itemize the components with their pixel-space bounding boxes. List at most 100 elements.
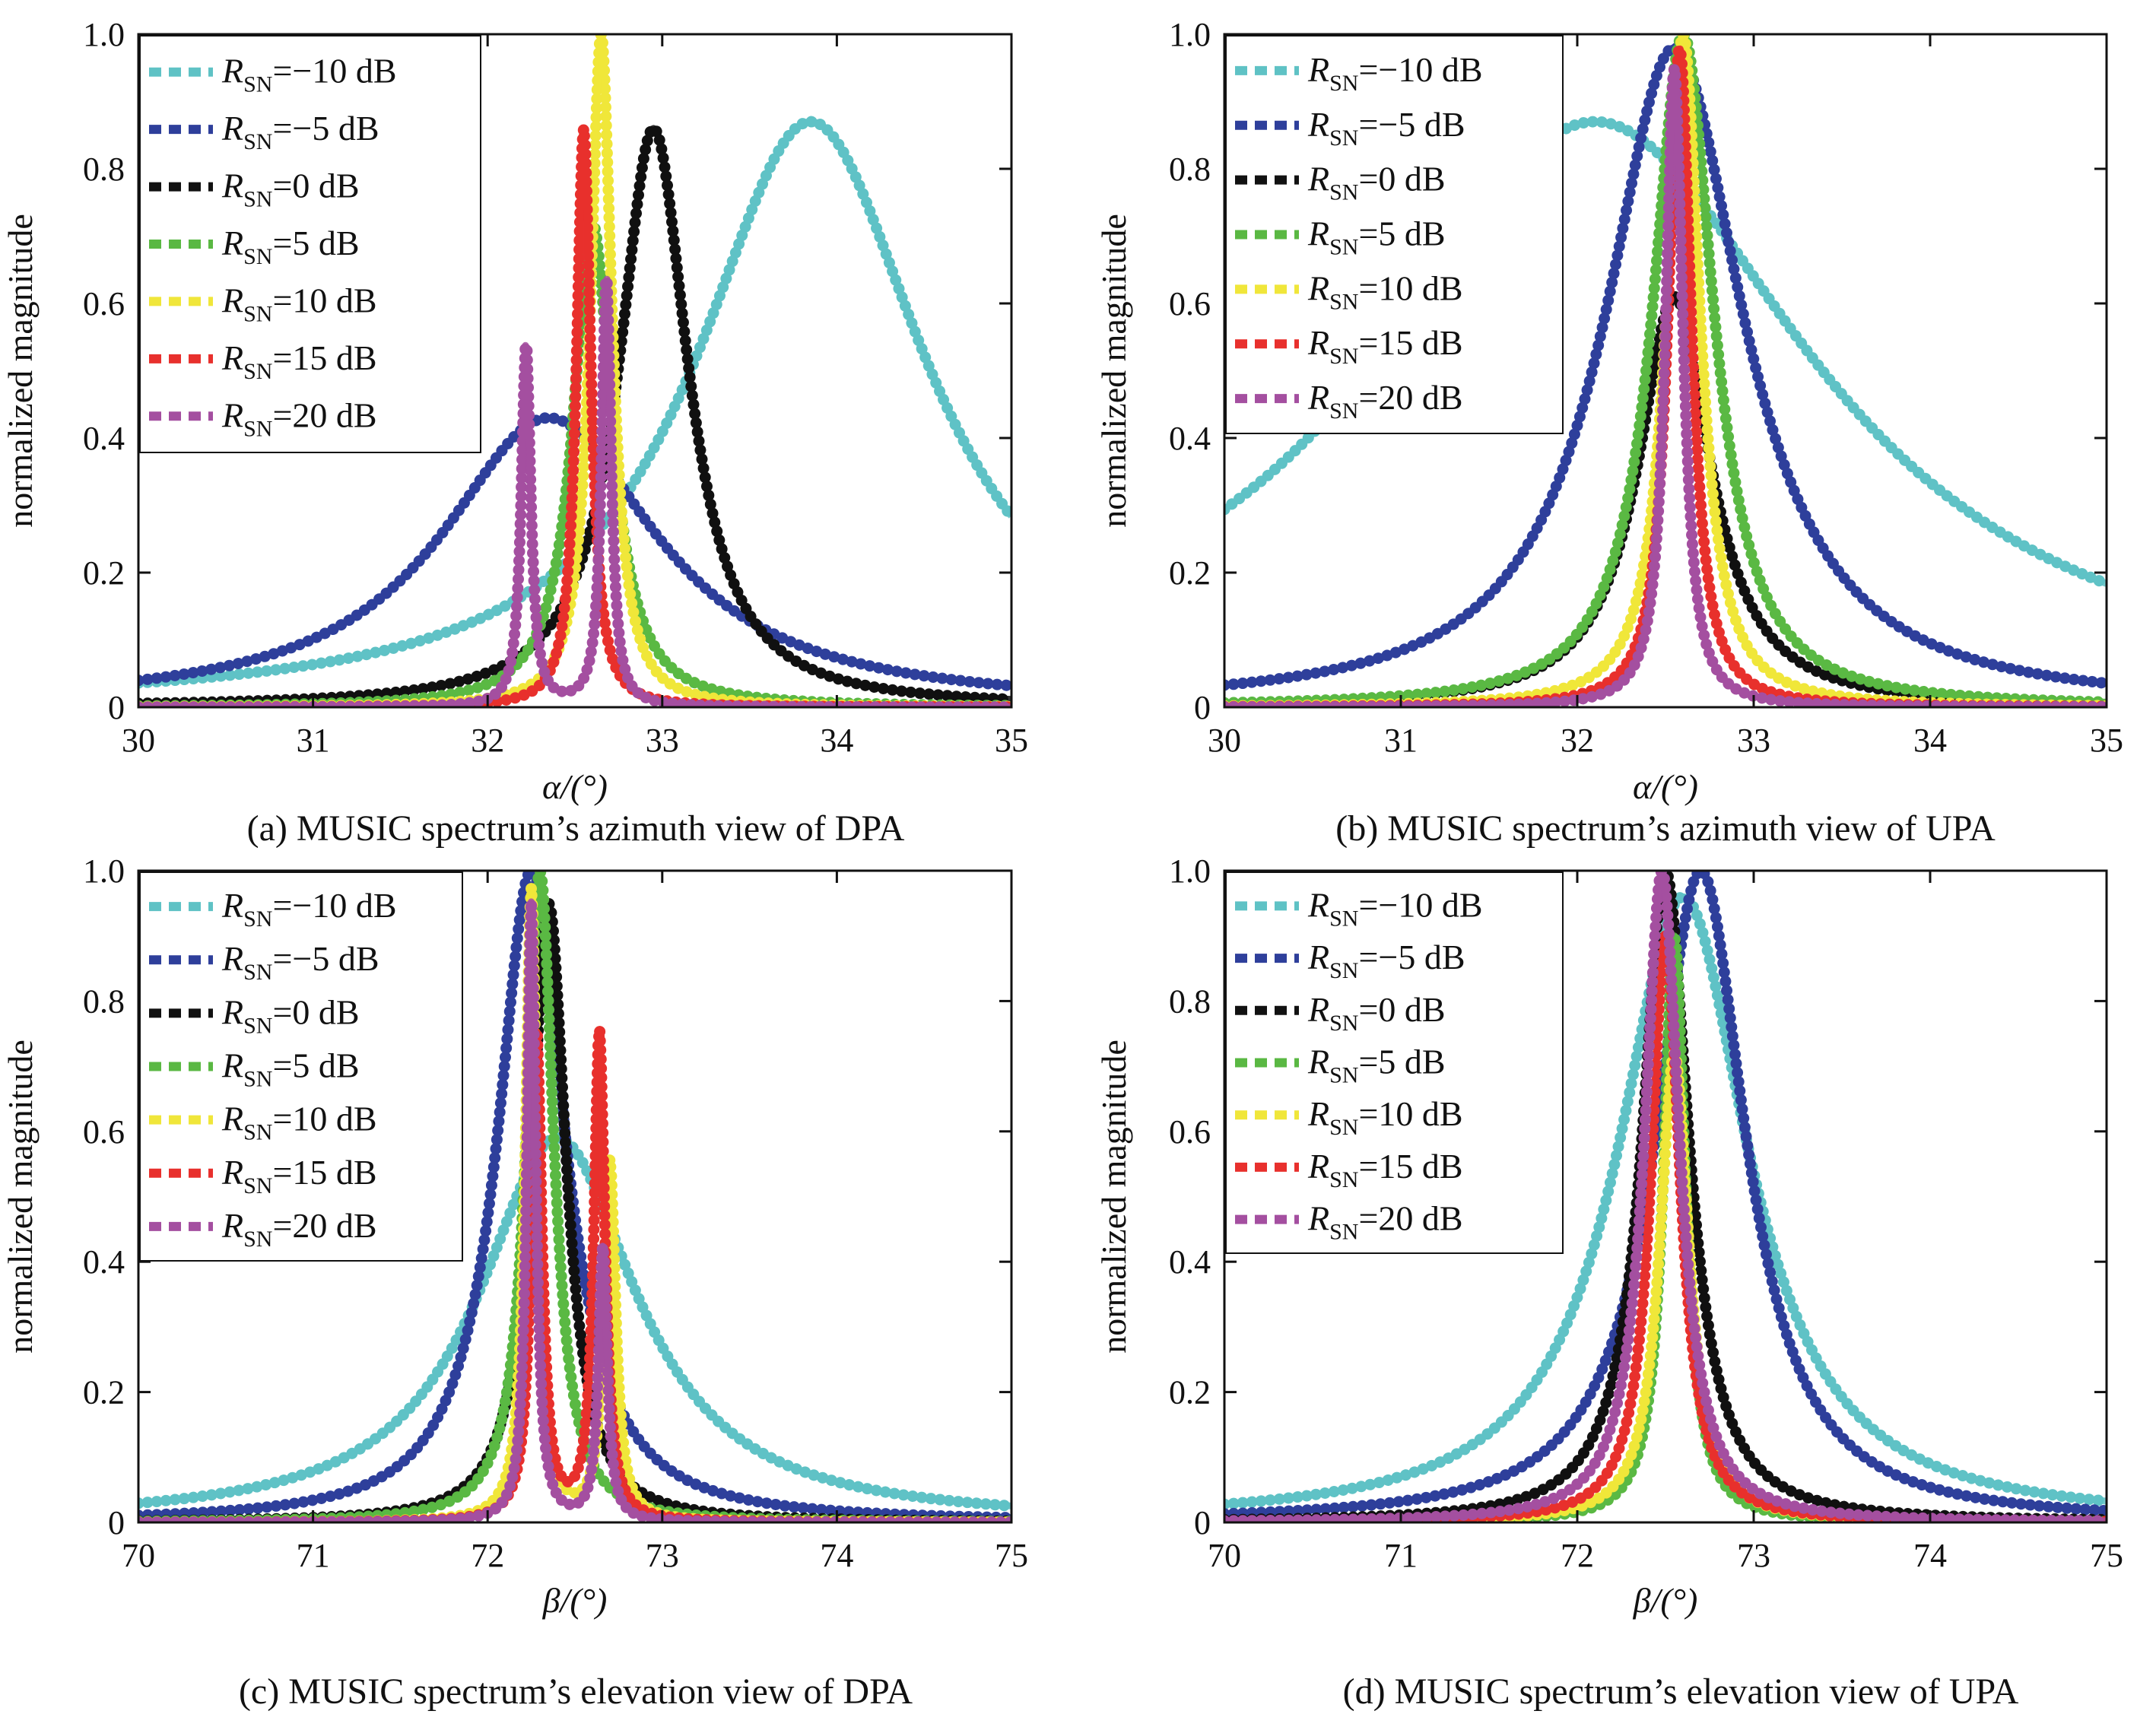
y-tick-label: 0.2 [83, 554, 125, 592]
legend-value: =15 dB [272, 1153, 376, 1192]
y-tick-label: 0.6 [83, 1113, 125, 1151]
legend-subscript: SN [1329, 235, 1358, 260]
legend-value: =0 dB [1358, 990, 1445, 1029]
x-axis-label: β/(°) [542, 1581, 608, 1620]
legend-symbol: R [1307, 268, 1329, 307]
y-tick-label: 0.6 [83, 285, 125, 322]
legend-symbol: R [221, 224, 243, 262]
legend-symbol: R [1307, 885, 1329, 924]
x-tick-label: 31 [1384, 722, 1418, 759]
legend-label: RSN=−10 dB [1307, 885, 1483, 931]
legend-item-4: RSN=5 dB [149, 1046, 360, 1092]
x-tick-label: 30 [122, 722, 155, 759]
legend-value: =5 dB [272, 1046, 359, 1085]
legend-value: =10 dB [1358, 1094, 1462, 1133]
legend-label: RSN=0 dB [1307, 990, 1446, 1036]
x-tick-label: 74 [820, 1537, 853, 1574]
legend-label: RSN=20 dB [1307, 378, 1463, 424]
y-tick-label: 0.2 [1169, 554, 1211, 592]
legend-value: =5 dB [1358, 214, 1445, 253]
y-tick-label: 0.8 [1169, 151, 1211, 188]
legend-item-6: RSN=15 dB [1235, 323, 1463, 369]
legend-value: =−10 dB [1358, 885, 1482, 924]
legend-subscript: SN [1329, 1115, 1358, 1140]
legend-subscript: SN [1329, 398, 1358, 424]
legend-label: RSN=20 dB [221, 1206, 377, 1252]
y-tick-label: 0.4 [1169, 1243, 1211, 1281]
legend-symbol: R [1307, 214, 1329, 253]
legend-label: RSN=5 dB [1307, 214, 1446, 260]
legend-item-1: RSN=−10 dB [149, 886, 397, 932]
legend-value: =−5 dB [272, 939, 379, 978]
legend-value: =10 dB [1358, 268, 1462, 307]
legend-value: =0 dB [272, 167, 359, 205]
legend-subscript: SN [243, 960, 272, 985]
legend-item-4: RSN=5 dB [149, 224, 360, 269]
legend-value: =−5 dB [272, 109, 379, 148]
legend-symbol: R [1307, 1043, 1329, 1081]
y-tick-label: 0 [108, 1504, 125, 1541]
legend-subscript: SN [243, 1067, 272, 1092]
x-tick-label: 32 [1561, 722, 1594, 759]
x-tick-label: 30 [1208, 722, 1241, 759]
series-line-core-7 [1224, 871, 2107, 1522]
legend-symbol: R [221, 167, 243, 205]
y-tick-label: 0.8 [1169, 982, 1211, 1020]
legend-subscript: SN [1329, 180, 1358, 205]
legend-value: =−10 dB [272, 886, 396, 925]
legend-item-1: RSN=−10 dB [1235, 50, 1483, 96]
legend-label: RSN=5 dB [221, 1046, 360, 1092]
y-tick-label: 0.4 [83, 420, 125, 457]
legend-item-6: RSN=15 dB [149, 338, 377, 384]
legend-value: =10 dB [272, 281, 376, 319]
legend-label: RSN=10 dB [221, 281, 377, 326]
legend-item-6: RSN=15 dB [1235, 1147, 1463, 1192]
legend-label: RSN=10 dB [1307, 1094, 1463, 1140]
legend-label: RSN=15 dB [1307, 323, 1463, 369]
y-tick-label: 1.0 [83, 16, 125, 53]
x-tick-label: 33 [646, 722, 679, 759]
legend-value: =15 dB [272, 338, 376, 377]
legend-item-3: RSN=0 dB [149, 992, 360, 1038]
legend-symbol: R [1307, 323, 1329, 362]
x-tick-label: 72 [471, 1537, 504, 1574]
y-tick-label: 1.0 [1169, 852, 1211, 890]
legend-value: =15 dB [1358, 1147, 1462, 1186]
legend-symbol: R [1307, 105, 1329, 144]
legend-label: RSN=−10 dB [1307, 50, 1483, 96]
legend-label: RSN=5 dB [1307, 1043, 1446, 1088]
legend-label: RSN=15 dB [1307, 1147, 1463, 1192]
legend-subscript: SN [243, 301, 272, 326]
legend-symbol: R [221, 1100, 243, 1138]
legend-subscript: SN [243, 359, 272, 384]
legend-symbol: R [221, 939, 243, 978]
legend-symbol: R [1307, 160, 1329, 198]
legend-subscript: SN [1329, 1063, 1358, 1088]
legend-symbol: R [1307, 990, 1329, 1029]
legend-label: RSN=−5 dB [1307, 105, 1465, 151]
legend-value: =15 dB [1358, 323, 1462, 362]
x-tick-label: 72 [1561, 1537, 1594, 1574]
legend-label: RSN=−10 dB [221, 52, 397, 97]
x-tick-label: 34 [1913, 722, 1947, 759]
legend-symbol: R [221, 52, 243, 90]
plot-frame [137, 33, 1013, 709]
legend-value: =20 dB [272, 1206, 376, 1245]
legend-label: RSN=10 dB [1307, 268, 1463, 314]
legend-label: RSN=−10 dB [221, 886, 397, 932]
panel-caption: (a) MUSIC spectrum’s azimuth view of DPA [247, 808, 905, 849]
x-tick-label: 70 [1208, 1537, 1241, 1574]
legend-value: =0 dB [1358, 160, 1445, 198]
x-axis-label: β/(°) [1633, 1581, 1698, 1620]
y-tick-label: 0.2 [83, 1374, 125, 1411]
legend-label: RSN=0 dB [221, 167, 360, 212]
legend-item-3: RSN=0 dB [1235, 990, 1446, 1036]
legend-symbol: R [221, 338, 243, 377]
series-line-core-1 [138, 1134, 1011, 1509]
legend-item-7: RSN=20 dB [149, 395, 377, 441]
y-tick-label: 0 [1194, 1504, 1211, 1541]
legend-value: =−10 dB [1358, 50, 1482, 89]
